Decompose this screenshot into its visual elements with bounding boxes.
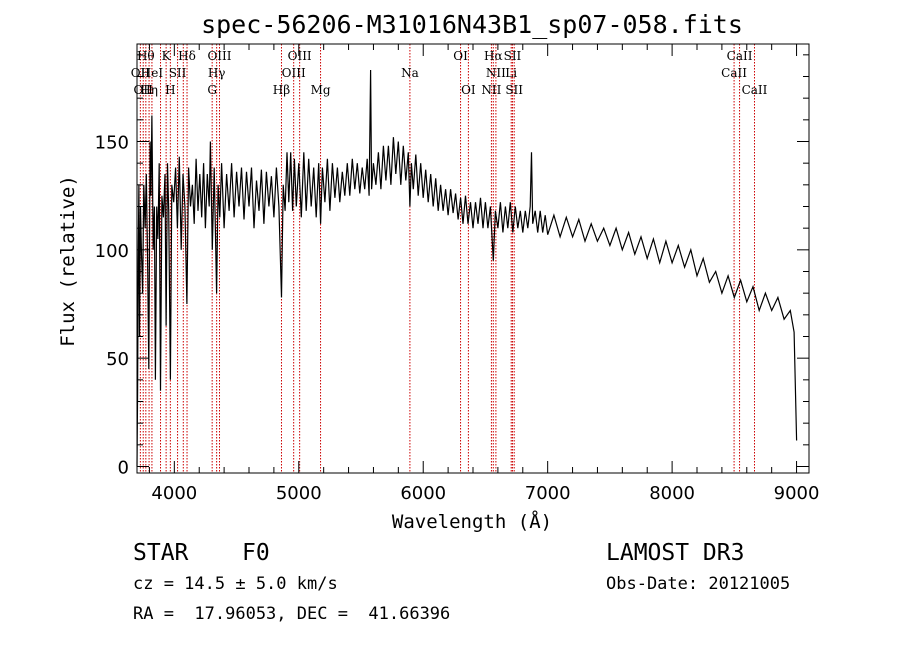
line-label: OII [131,66,151,80]
x-tick-label: 8000 [649,483,695,504]
line-label: Hα [484,49,503,63]
line-label: Hθ [137,49,155,63]
line-label: Hδ [178,49,196,63]
x-tick-label: 5000 [276,483,322,504]
y-tick-label: 150 [95,133,129,154]
line-label: H [165,83,175,97]
object-class: STAR [133,540,189,566]
line-label: NII [486,66,506,80]
x-tick-label: 9000 [774,483,820,504]
x-tick-label: 7000 [525,483,571,504]
line-label: OIII [282,66,306,80]
line-label: G [207,83,217,97]
x-tick-label: 4000 [151,483,197,504]
chart-title: spec-56206-M31016N43B1_sp07-058.fits [201,10,743,39]
line-label: NII [481,83,501,97]
spectrum-series-line [136,69,798,467]
line-label: OI [461,83,476,97]
spectral-line-labels: OII OII Hθ Hη HeI K H SII Hδ G Hγ OIII Hβ OIII OIII Mg N… [131,49,768,97]
line-label: HeI [141,66,164,80]
spectral-line-markers [139,44,755,473]
y-tick-label: 100 [95,241,129,262]
x-axis-label: Wavelength (Å) [392,510,552,533]
line-label: K [162,49,172,63]
line-label: Hη [140,83,158,97]
line-label: Hγ [208,66,226,80]
axis-tick-labels: 4000 5000 6000 7000 8000 9000 0 50 100 150 [95,133,820,505]
line-label: OII [134,83,154,97]
x-tick-label: 6000 [400,483,446,504]
y-axis-label: Flux (relative) [57,175,79,347]
line-label: SII [504,49,522,63]
plot-frame [136,43,810,474]
line-label: Li [505,66,517,80]
survey-name: LAMOST DR3 [606,540,745,566]
line-label: SII [169,66,187,80]
line-label: Na [401,66,419,80]
axis-ticks [137,44,809,473]
object-subclass: F0 [242,540,270,566]
redshift-value: cz = 14.5 ± 5.0 km/s [133,574,338,594]
y-tick-label: 50 [106,349,129,370]
observation-date: Obs-Date: 20121005 [606,574,791,594]
line-label: Mg [311,83,331,97]
line-label: OIII [288,49,312,63]
coordinates: RA = 17.96053, DEC = 41.66396 [133,604,451,624]
line-label: OIII [207,49,231,63]
line-label: CaII [727,49,753,63]
line-label: OI [453,49,468,63]
y-tick-label: 0 [118,458,129,479]
line-label: SII [505,83,523,97]
line-label: CaII [721,66,747,80]
line-label: CaII [742,83,768,97]
line-label: Hβ [273,83,290,97]
